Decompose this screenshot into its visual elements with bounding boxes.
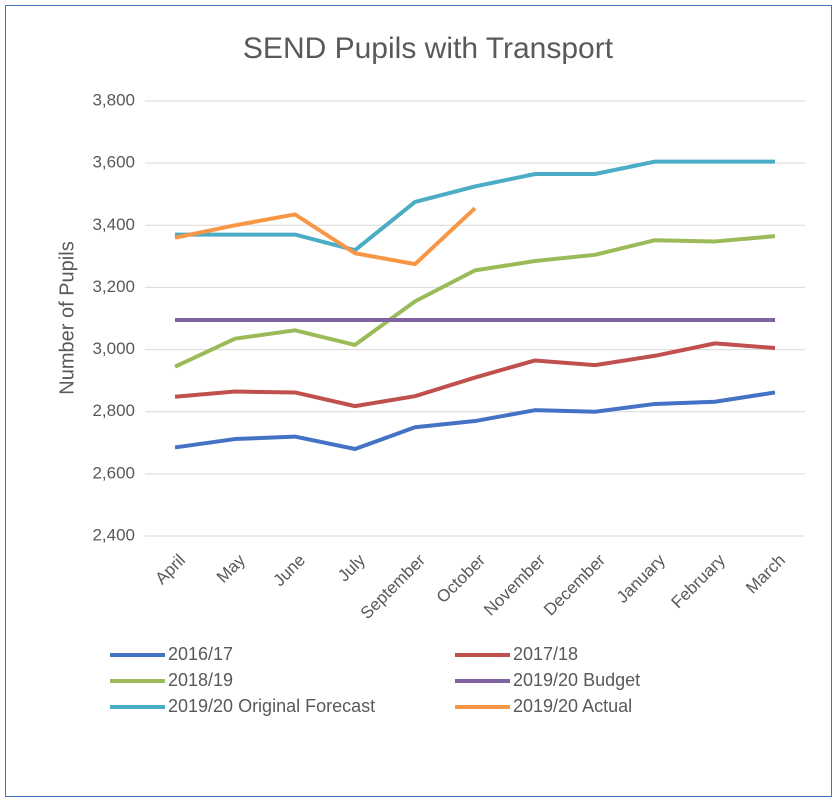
y-tick-label: 2,600 (92, 463, 135, 482)
legend-label: 2017/18 (513, 644, 578, 664)
series-line (175, 159, 775, 253)
legend-label: 2019/20 Budget (513, 670, 640, 690)
y-tick-label: 2,400 (92, 525, 135, 544)
legend-label: 2019/20 Actual (513, 696, 632, 716)
series-line (174, 206, 477, 267)
legend-label: 2016/17 (168, 644, 233, 664)
chart-title: SEND Pupils with Transport (243, 32, 614, 65)
legend-label: 2018/19 (168, 670, 233, 690)
y-tick-label: 3,400 (92, 215, 135, 234)
y-axis-label: Number of Pupils (56, 241, 78, 394)
series-line (174, 390, 776, 451)
y-tick-label: 3,000 (92, 339, 135, 358)
y-tick-label: 3,800 (92, 90, 135, 109)
series-line (174, 234, 776, 369)
y-tick-label: 3,200 (92, 277, 135, 296)
legend-label: 2019/20 Original Forecast (168, 696, 375, 716)
series-line (174, 341, 776, 409)
y-tick-label: 3,600 (92, 153, 135, 172)
y-tick-label: 2,800 (92, 401, 135, 420)
